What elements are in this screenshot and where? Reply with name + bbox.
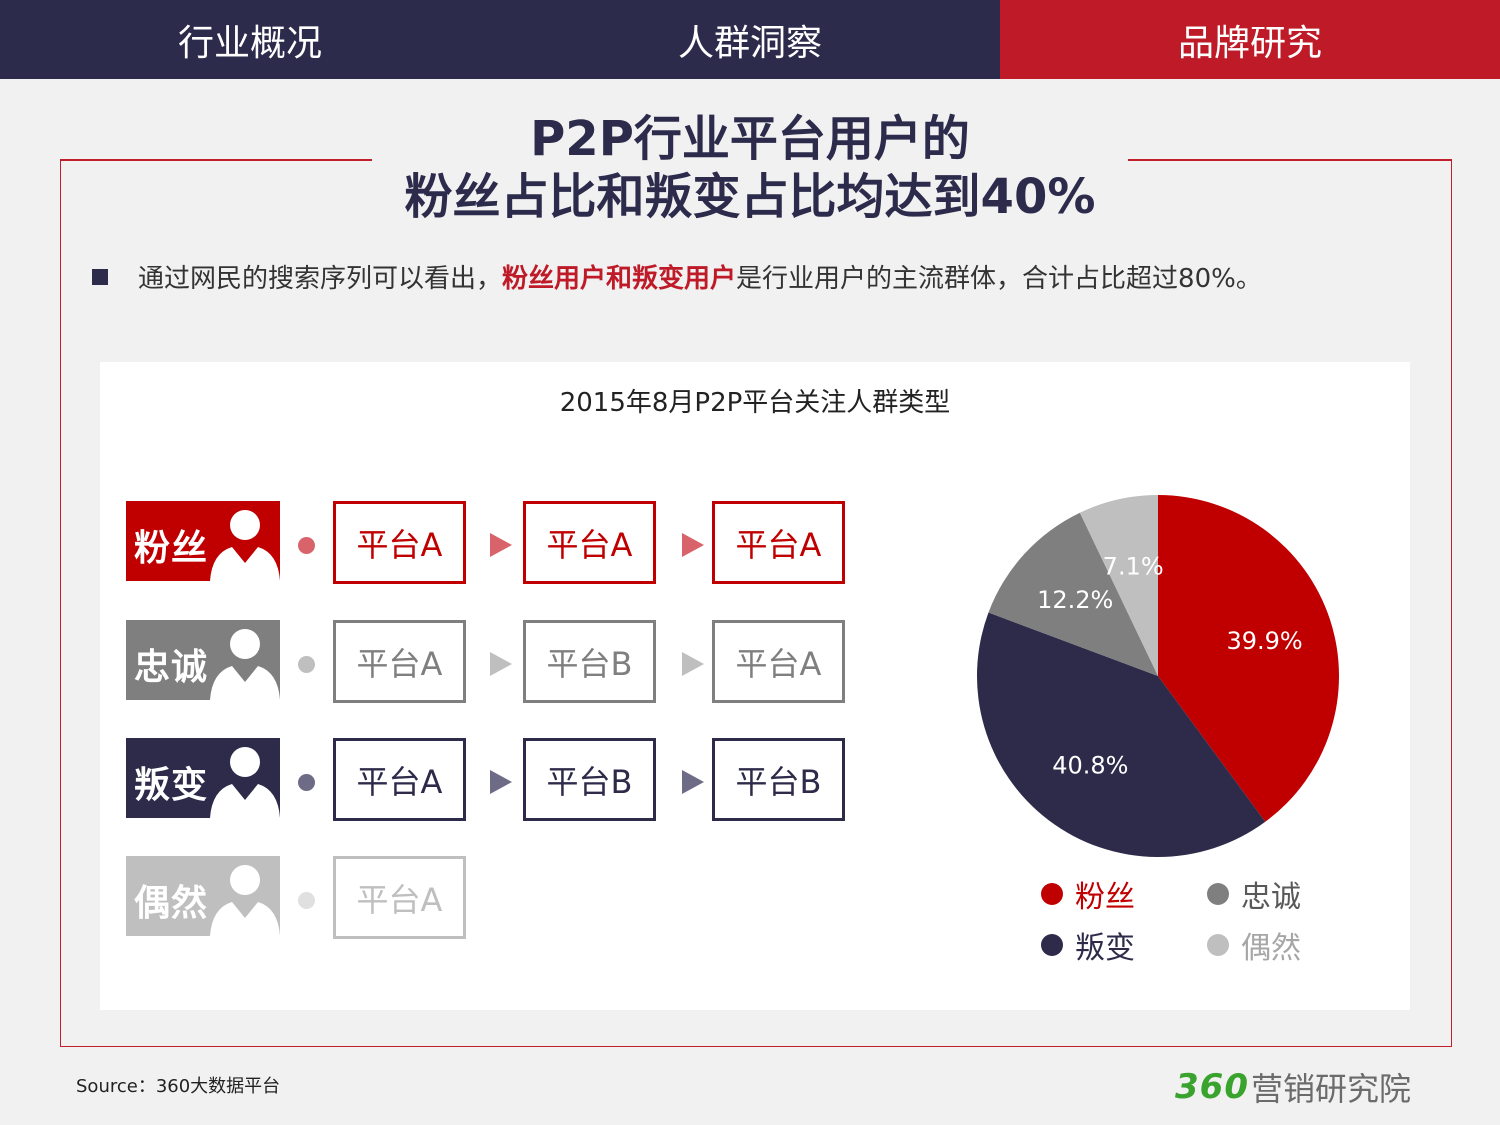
legend-label: 忠诚 — [1241, 880, 1301, 915]
legend-item-loyal: 忠诚 — [1207, 872, 1301, 916]
persona-label: 叛变 — [134, 765, 209, 806]
summary-text: 通过网民的搜索序列可以看出，粉丝用户和叛变用户是行业用户的主流群体，合计占比超过… — [138, 258, 1262, 295]
brand-logo: 360 营销研究院 — [1175, 1064, 1411, 1110]
legend-swatch — [1041, 934, 1063, 956]
legend-label: 偶然 — [1241, 931, 1301, 966]
pie-label-3: 7.1% — [1103, 553, 1164, 581]
pie-label-1: 40.8% — [1052, 752, 1128, 780]
arrow-right-icon — [682, 770, 704, 794]
arrow-right-icon — [490, 533, 512, 557]
legend-swatch — [1041, 883, 1063, 905]
flow-step: 平台B — [523, 738, 656, 821]
flow-step: 平台A — [712, 620, 845, 703]
legend-item-casual: 偶然 — [1207, 923, 1301, 967]
summary-highlight: 粉丝用户和叛变用户 — [502, 264, 737, 294]
summary-bullet: 通过网民的搜索序列可以看出，粉丝用户和叛变用户是行业用户的主流群体，合计占比超过… — [92, 258, 1432, 295]
flow-step: 平台B — [712, 738, 845, 821]
frame-top-left-line — [60, 159, 372, 161]
user-silhouette-icon — [210, 629, 280, 700]
pie-slice-3 — [1079, 495, 1158, 676]
row-dot — [298, 537, 315, 554]
logo-number: 360 — [1175, 1067, 1249, 1107]
tab-audience-insight[interactable]: 人群洞察 — [500, 0, 1000, 79]
flow-step: 平台A — [333, 501, 466, 584]
pie-slice-1 — [976, 612, 1266, 858]
persona-badge-casual: 偶然 — [126, 856, 280, 936]
summary-prefix: 通过网民的搜索序列可以看出， — [138, 264, 503, 294]
content-frame — [60, 160, 1452, 1047]
row-dot — [298, 892, 315, 909]
legend-swatch — [1207, 934, 1229, 956]
persona-label: 粉丝 — [134, 528, 209, 569]
row-dot — [298, 774, 315, 791]
arrow-right-icon — [490, 770, 512, 794]
persona-label: 忠诚 — [134, 647, 209, 688]
flow-step: 平台A — [333, 856, 466, 939]
legend-item-defector: 叛变 — [1041, 923, 1135, 967]
user-silhouette-icon — [210, 747, 280, 818]
pie-label-2: 12.2% — [1037, 586, 1113, 614]
arrow-right-icon — [682, 533, 704, 557]
persona-label: 偶然 — [134, 883, 209, 924]
source-note: Source：360大数据平台 — [76, 1076, 281, 1097]
arrow-right-icon — [490, 652, 512, 676]
persona-badge-fans: 粉丝 — [126, 501, 280, 581]
pie-slice-0 — [1158, 495, 1339, 822]
flow-step: 平台B — [523, 620, 656, 703]
flow-step: 平台A — [523, 501, 656, 584]
row-dot — [298, 656, 315, 673]
title-line-1: P2P行业平台用户的 — [530, 111, 970, 167]
bullet-square-icon — [92, 268, 108, 285]
chart-card: 2015年8月P2P平台关注人群类型 粉丝 平台A 平台A 平台A 忠诚 平台A… — [100, 362, 1410, 1010]
logo-text: 营销研究院 — [1250, 1070, 1411, 1108]
frame-top-right-line — [1128, 159, 1452, 161]
pie-chart: 39.9% 40.8% 12.2% 7.1% — [976, 495, 1339, 858]
flow-step: 平台A — [333, 620, 466, 703]
legend-label: 叛变 — [1075, 931, 1135, 966]
pie-label-0: 39.9% — [1226, 627, 1302, 655]
legend-swatch — [1207, 883, 1229, 905]
flow-step: 平台A — [712, 501, 845, 584]
persona-badge-loyal: 忠诚 — [126, 620, 280, 700]
user-silhouette-icon — [210, 865, 280, 936]
summary-suffix: 是行业用户的主流群体，合计占比超过80%。 — [736, 264, 1262, 294]
legend-item-fans: 粉丝 — [1041, 872, 1135, 916]
arrow-right-icon — [682, 652, 704, 676]
top-nav: 行业概况 人群洞察 品牌研究 — [0, 0, 1500, 79]
tab-industry-overview[interactable]: 行业概况 — [0, 0, 500, 79]
title-line-2: 粉丝占比和叛变占比均达到40% — [404, 169, 1096, 225]
page-title: P2P行业平台用户的 粉丝占比和叛变占比均达到40% — [372, 110, 1128, 226]
pie-slice-2 — [988, 512, 1158, 676]
legend-label: 粉丝 — [1075, 880, 1135, 915]
flow-step: 平台A — [333, 738, 466, 821]
user-silhouette-icon — [210, 510, 280, 581]
tab-brand-research[interactable]: 品牌研究 — [1000, 0, 1500, 79]
persona-badge-defector: 叛变 — [126, 738, 280, 818]
chart-title: 2015年8月P2P平台关注人群类型 — [559, 388, 951, 418]
